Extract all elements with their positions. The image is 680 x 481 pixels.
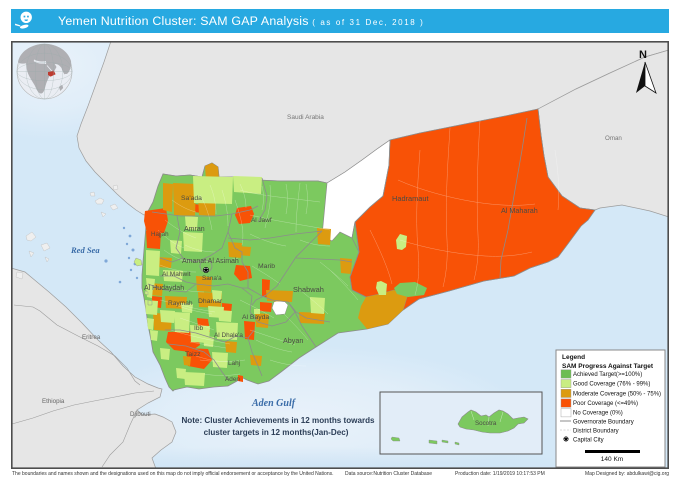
svg-text:Taizz: Taizz: [185, 351, 201, 358]
svg-text:No Coverage (0%): No Coverage (0%): [573, 411, 623, 417]
svg-text:Ibb: Ibb: [194, 325, 203, 332]
svg-text:Legend: Legend: [562, 354, 585, 361]
svg-text:Al Hudaydah: Al Hudaydah: [144, 285, 184, 292]
svg-text:Note: Cluster Achievements in: Note: Cluster Achievements in 12 months …: [181, 416, 375, 425]
svg-text:Moderate Coverage (50% - 75%): Moderate Coverage (50% - 75%): [573, 391, 661, 397]
svg-text:Abyan: Abyan: [283, 336, 303, 345]
svg-text:Djibouti: Djibouti: [130, 411, 151, 418]
svg-text:Socotra: Socotra: [475, 420, 497, 427]
svg-text:Eritrea: Eritrea: [82, 334, 101, 341]
svg-text:Oman: Oman: [605, 135, 622, 142]
svg-text:Sana'a: Sana'a: [202, 275, 222, 282]
svg-text:Aden Gulf: Aden Gulf: [251, 398, 297, 409]
svg-text:Hajjah: Hajjah: [151, 231, 169, 238]
svg-text:Al Bayda: Al Bayda: [242, 314, 269, 321]
svg-text:Red Sea: Red Sea: [70, 245, 100, 255]
svg-text:SAM Progress Against Target: SAM Progress Against Target: [562, 363, 654, 370]
svg-text:N: N: [639, 49, 647, 61]
svg-text:District Boundary: District Boundary: [573, 429, 619, 435]
svg-text:Al Dhale'a: Al Dhale'a: [214, 332, 243, 339]
svg-text:cluster targets in 12 months(J: cluster targets in 12 months(Jan-Dec): [204, 428, 349, 437]
svg-text:Aden: Aden: [225, 376, 240, 383]
svg-text:Governorate Boundary: Governorate Boundary: [573, 420, 634, 426]
svg-text:Al Maharah: Al Maharah: [501, 206, 538, 215]
svg-text:Lahj: Lahj: [228, 360, 240, 367]
svg-text:Amran: Amran: [184, 226, 205, 233]
svg-text:Al Mahwit: Al Mahwit: [162, 271, 191, 278]
svg-text:Ethiopia: Ethiopia: [42, 398, 65, 405]
svg-text:Amanat Al Asimah: Amanat Al Asimah: [182, 258, 239, 265]
svg-text:Good Coverage (76% - 99%): Good Coverage (76% - 99%): [573, 382, 650, 388]
svg-text:Capital City: Capital City: [573, 438, 604, 444]
svg-text:Hadramaut: Hadramaut: [392, 194, 429, 203]
svg-text:Shabwah: Shabwah: [293, 285, 324, 294]
svg-text:Al Jawf: Al Jawf: [251, 217, 272, 224]
svg-text:Marib: Marib: [258, 263, 275, 270]
svg-text:Sa'ada: Sa'ada: [181, 195, 202, 202]
svg-text:140 Km: 140 Km: [601, 456, 623, 463]
svg-text:Achieved Target(>=100%): Achieved Target(>=100%): [573, 372, 642, 378]
svg-text:Saudi Arabia: Saudi Arabia: [287, 114, 324, 121]
svg-text:Dhamar: Dhamar: [198, 298, 223, 305]
svg-text:Raymah: Raymah: [168, 300, 193, 307]
svg-text:Poor Coverage (<=49%): Poor Coverage (<=49%): [573, 401, 638, 407]
